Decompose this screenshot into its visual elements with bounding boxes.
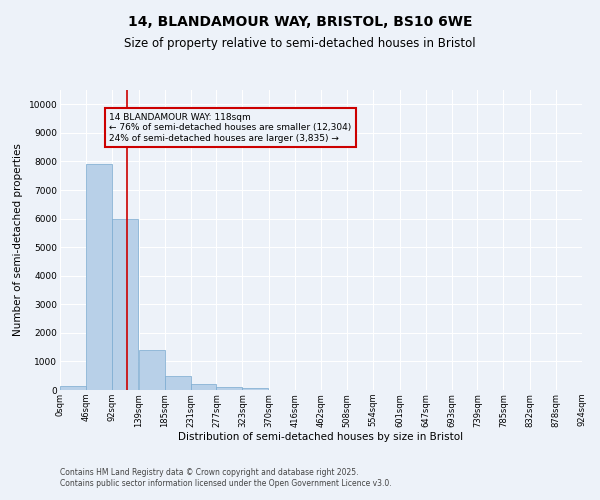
- Bar: [139, 350, 164, 390]
- Bar: [86, 164, 112, 390]
- Y-axis label: Number of semi-detached properties: Number of semi-detached properties: [13, 144, 23, 336]
- Bar: [164, 376, 191, 390]
- Text: Contains HM Land Registry data © Crown copyright and database right 2025.
Contai: Contains HM Land Registry data © Crown c…: [60, 468, 392, 487]
- Text: 14 BLANDAMOUR WAY: 118sqm
← 76% of semi-detached houses are smaller (12,304)
24%: 14 BLANDAMOUR WAY: 118sqm ← 76% of semi-…: [109, 113, 352, 142]
- Text: Size of property relative to semi-detached houses in Bristol: Size of property relative to semi-detach…: [124, 38, 476, 51]
- X-axis label: Distribution of semi-detached houses by size in Bristol: Distribution of semi-detached houses by …: [178, 432, 464, 442]
- Bar: [217, 386, 242, 390]
- Text: 14, BLANDAMOUR WAY, BRISTOL, BS10 6WE: 14, BLANDAMOUR WAY, BRISTOL, BS10 6WE: [128, 15, 472, 29]
- Bar: [60, 386, 86, 390]
- Bar: [242, 388, 268, 390]
- Bar: [191, 384, 217, 390]
- Bar: [112, 218, 138, 390]
